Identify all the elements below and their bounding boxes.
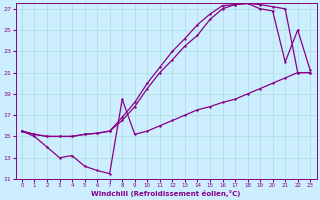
X-axis label: Windchill (Refroidissement éolien,°C): Windchill (Refroidissement éolien,°C) <box>92 190 241 197</box>
